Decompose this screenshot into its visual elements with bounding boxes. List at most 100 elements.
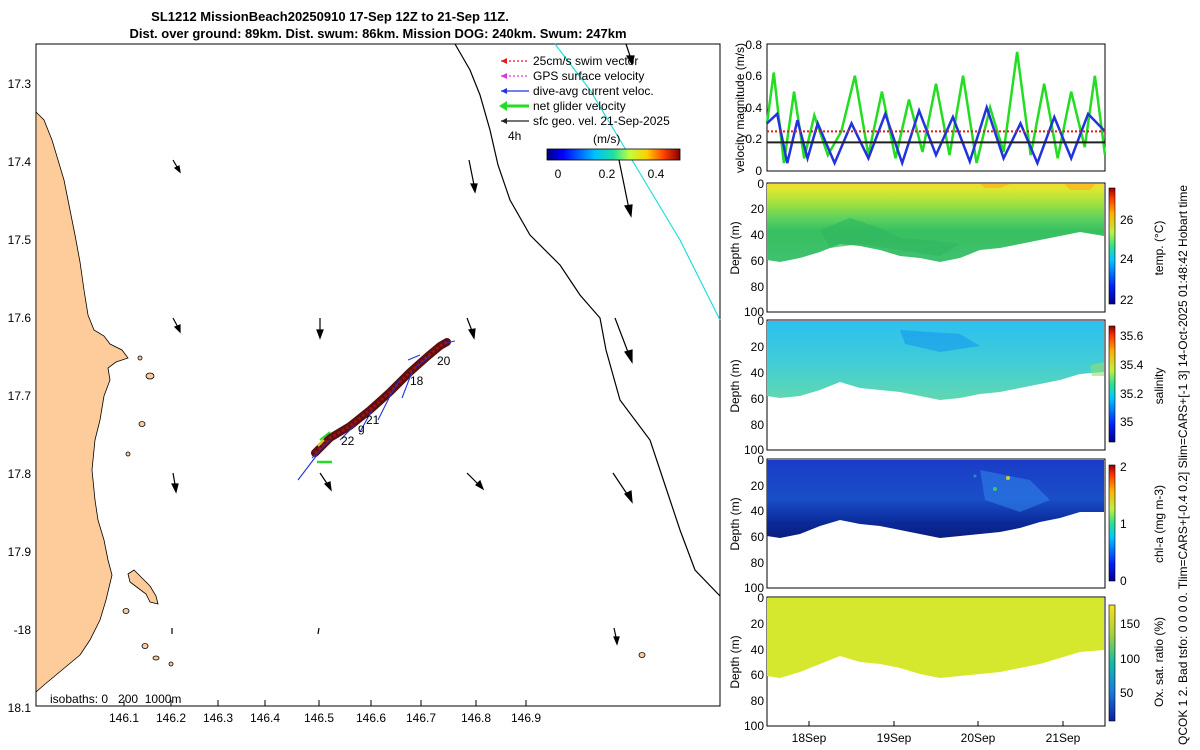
ox-colorbar bbox=[1108, 604, 1116, 722]
svg-text:40: 40 bbox=[751, 643, 765, 657]
svg-text:18Sep: 18Sep bbox=[792, 731, 827, 745]
velocity-y-ticks: 0 0.2 0.4 0.6 0.8 bbox=[745, 38, 762, 178]
svg-text:146.5: 146.5 bbox=[304, 711, 334, 725]
section-colorbars bbox=[1108, 187, 1116, 722]
velocity-ylabel: velocity magnitude (m/s) bbox=[733, 43, 747, 173]
svg-text:60: 60 bbox=[751, 530, 765, 544]
chlorophyll-panel bbox=[766, 458, 1106, 589]
map-panel: 146.1 146.2 146.3 146.4 146.5 146.6 146.… bbox=[8, 43, 721, 725]
svg-text:60: 60 bbox=[751, 392, 765, 406]
svg-text:17.3: 17.3 bbox=[8, 77, 32, 91]
side-info-label: QCOK 1 2. Bad tsfo: 0 0 0 0. Tlim=CARS+[… bbox=[1176, 185, 1190, 745]
coastline bbox=[35, 111, 129, 693]
svg-text:80: 80 bbox=[751, 556, 765, 570]
legend-extra: 4h bbox=[508, 129, 521, 143]
svg-text:20Sep: 20Sep bbox=[961, 731, 996, 745]
sfc-arrow bbox=[466, 472, 485, 491]
temp-warm-top bbox=[1065, 184, 1095, 190]
svg-text:20: 20 bbox=[751, 617, 765, 631]
svg-text:Ox. sat. ratio (%): Ox. sat. ratio (%) bbox=[1152, 617, 1166, 707]
svg-text:19Sep: 19Sep bbox=[877, 731, 912, 745]
svg-text:salinity: salinity bbox=[1152, 368, 1166, 405]
svg-text:17.4: 17.4 bbox=[8, 155, 32, 169]
chl-point bbox=[973, 474, 977, 478]
svg-text:146.1: 146.1 bbox=[109, 711, 139, 725]
salinity-panel bbox=[766, 319, 1106, 451]
track-label: 18 bbox=[410, 374, 424, 388]
svg-text:20: 20 bbox=[751, 479, 765, 493]
oxygen-panel bbox=[766, 596, 1106, 727]
title-line-2: Dist. over ground: 89km. Dist. swum: 86k… bbox=[129, 26, 626, 41]
svg-text:17.8: 17.8 bbox=[8, 467, 32, 481]
velocity-lines bbox=[765, 51, 1107, 168]
svg-text:17.6: 17.6 bbox=[8, 311, 32, 325]
colorbar-tick: 0.2 bbox=[599, 167, 616, 181]
sfc-arrow bbox=[172, 317, 181, 334]
isobath-note: isobaths: 0 200 1000m bbox=[50, 692, 181, 706]
svg-text:146.3: 146.3 bbox=[203, 711, 233, 725]
svg-text:100: 100 bbox=[744, 305, 764, 319]
svg-text:Depth (m): Depth (m) bbox=[728, 359, 742, 412]
sal-fresh-patch bbox=[900, 330, 980, 352]
chl-point bbox=[993, 487, 997, 491]
svg-text:0.2: 0.2 bbox=[745, 132, 762, 146]
chl-point bbox=[1006, 476, 1010, 480]
svg-text:100: 100 bbox=[1120, 652, 1140, 666]
svg-text:20: 20 bbox=[751, 202, 765, 216]
sal-deep-patch bbox=[1090, 362, 1104, 376]
section-ylabels: Depth (m) Depth (m) Depth (m) Depth (m) bbox=[728, 221, 742, 688]
temperature-panel bbox=[766, 182, 1106, 313]
legend-label: sfc geo. vel. 21-Sep-2025 bbox=[533, 114, 670, 128]
svg-text:Depth (m): Depth (m) bbox=[728, 221, 742, 274]
svg-text:17.9: 17.9 bbox=[8, 545, 32, 559]
sfc-arrow bbox=[618, 159, 633, 218]
sfc-arrow bbox=[612, 472, 633, 504]
colorbar-ticks: 22 24 26 35 35.2 35.4 35.6 0 1 2 50 100 … bbox=[1120, 213, 1144, 700]
svg-text:20: 20 bbox=[751, 340, 765, 354]
map-x-tick-marks bbox=[123, 700, 527, 706]
glider-track: 20 18 21 g 22 bbox=[297, 338, 456, 481]
colorbar-tick: 0.4 bbox=[648, 167, 665, 181]
sal-field bbox=[767, 321, 1104, 400]
svg-text:0.6: 0.6 bbox=[745, 69, 762, 83]
velocity-series-dive-avg-current-veloc- bbox=[766, 103, 1106, 168]
colorbar-labels: temp. (°C) salinity chl-a (mg m-3) Ox. s… bbox=[1152, 221, 1166, 707]
svg-text:50: 50 bbox=[1120, 686, 1134, 700]
isobath-1000m bbox=[554, 43, 721, 321]
svg-text:17.7: 17.7 bbox=[8, 389, 32, 403]
svg-text:24: 24 bbox=[1120, 252, 1134, 266]
svg-text:35.2: 35.2 bbox=[1120, 387, 1144, 401]
map-x-ticks: 146.1 146.2 146.3 146.4 146.5 146.6 146.… bbox=[109, 711, 541, 725]
svg-text:100: 100 bbox=[744, 719, 764, 733]
sfc-arrow bbox=[316, 318, 324, 340]
isobath-200m bbox=[454, 43, 721, 597]
map-legend: 25cm/s swim vector GPS surface velocity … bbox=[499, 54, 681, 181]
velocity-panel: 0 0.2 0.4 0.6 0.8 velocity magnitude (m/… bbox=[733, 38, 1107, 178]
sfc-arrow bbox=[613, 627, 620, 646]
svg-text:35.6: 35.6 bbox=[1120, 329, 1144, 343]
net-velocity-segment bbox=[317, 439, 325, 447]
track-label: 21 bbox=[366, 413, 380, 427]
time-x-ticks: 18Sep 19Sep 20Sep 21Sep bbox=[792, 731, 1081, 745]
sfc-arrow bbox=[319, 472, 332, 492]
svg-text:80: 80 bbox=[751, 418, 765, 432]
track-label: 20 bbox=[437, 354, 451, 368]
svg-text:21Sep: 21Sep bbox=[1046, 731, 1081, 745]
svg-text:40: 40 bbox=[751, 228, 765, 242]
speed-colorbar bbox=[546, 148, 681, 161]
svg-text:-18: -18 bbox=[14, 623, 32, 637]
svg-text:18.1: 18.1 bbox=[8, 701, 32, 715]
svg-text:0: 0 bbox=[757, 177, 764, 191]
svg-text:0: 0 bbox=[757, 453, 764, 467]
svg-text:26: 26 bbox=[1120, 213, 1134, 227]
svg-text:Depth (m): Depth (m) bbox=[728, 635, 742, 688]
svg-text:35: 35 bbox=[1120, 415, 1134, 429]
temp-cool-patch bbox=[820, 218, 960, 256]
sfc-arrow bbox=[172, 159, 181, 174]
legend-label: GPS surface velocity bbox=[533, 69, 644, 83]
svg-text:chl-a (mg m-3): chl-a (mg m-3) bbox=[1152, 485, 1166, 563]
sfc-arrow bbox=[614, 317, 633, 364]
sfc-arrow bbox=[468, 159, 478, 194]
sfc-arrow bbox=[625, 43, 635, 66]
colorbar-tick: 0 bbox=[555, 167, 562, 181]
